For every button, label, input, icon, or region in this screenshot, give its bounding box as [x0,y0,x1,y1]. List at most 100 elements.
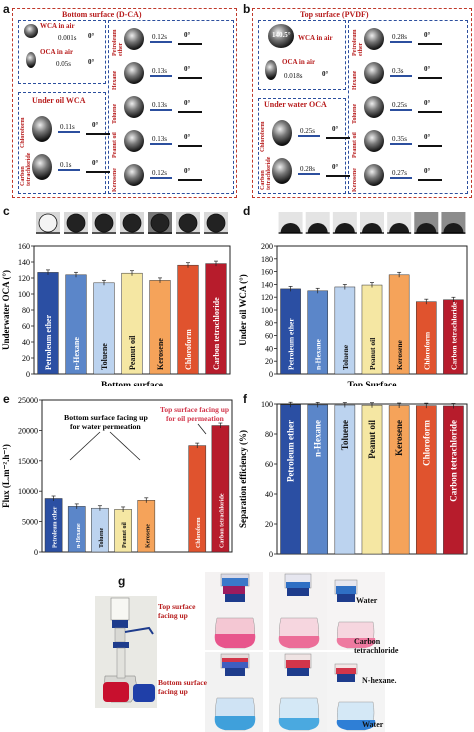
y-tick-label: 140 [18,258,30,267]
row-solvent-name: Petroleum ether [112,29,122,56]
panel-b-rows-box [348,20,468,194]
row-time: 0.25s [392,101,407,109]
y-axis-label: Flux (L.m⁻².h⁻¹) [1,444,11,508]
y-tick-label: 20 [265,520,273,529]
x-axis-label: Top Surface [347,381,396,386]
category-label: Kerosene [395,339,404,370]
row-zero-angle: 0° [184,133,191,141]
category-label: Carbon tetrachloride [212,297,221,370]
droplet-thumbnail-shape [66,213,86,233]
droplet-image [272,120,292,146]
category-label: Carbon tetrachloride [449,301,458,370]
panel-a-wca-zero: 0° [88,32,95,40]
arrow-icon [390,177,412,179]
substrate-line [178,179,202,181]
arrow-icon [390,75,412,77]
row-time: 0.25s [300,127,315,135]
arrow-icon [150,143,172,145]
category-label: Toluene [100,343,109,370]
row-solvent-name: Kerosene [112,168,118,192]
droplet-thumbnail-shape [280,223,301,233]
y-tick-label: 60 [22,322,30,331]
row-solvent-name: Carbon tetrachloride [260,156,270,190]
category-label: n-Hexane [76,523,82,548]
droplet-thumbnail-shape [307,223,328,233]
row-time: 0.1s [60,161,72,169]
category-label: Petroleum ether [286,420,296,482]
category-label: Peanut oil [368,338,377,370]
y-tick-label: 140 [261,280,273,289]
y-tick-label: 80 [265,319,273,328]
panel-c-letter: c [3,204,10,218]
category-label: Chloroform [196,517,202,548]
category-label: Chloroform [422,331,431,370]
droplet-image [124,130,144,152]
panel-a-frame [12,8,237,198]
y-tick-label: 0 [269,370,273,379]
droplet-thumbnail-shape [38,213,58,233]
arrow-icon [58,131,80,133]
y-tick-label: 100 [261,400,273,409]
row-zero-angle: 0° [424,99,431,107]
droplet-thumbnail-shape [389,223,410,233]
arrow-icon [298,135,320,137]
panel-b-oca-zero: 0° [322,70,329,78]
panel-b-wca-label: WCA in air [298,34,333,42]
panel-g-n-hexane-label: N-hexane. [362,676,397,685]
chart-e: 0 5000 10000 15000 20000 25000 Flux (L.m⁻².h⁻¹… [1,396,233,557]
category-label: Peanut oil [128,335,137,370]
panel-a-air-box [18,20,106,84]
annotation-bottom-surface-line2: for water permeation [70,422,141,431]
substrate-line [178,145,202,147]
panel-b-title: Top surface (PVDF) [300,10,369,19]
substrate-line [178,77,202,79]
y-tick-label: 0 [34,548,38,557]
row-time: 0.28s [300,165,315,173]
panel-e-letter: e [3,392,10,406]
droplet-image [272,158,292,184]
category-label: Petroleum ether [287,318,296,370]
row-zero-angle: 0° [184,99,191,107]
droplet-thumbnail-shape [362,223,382,233]
panel-a-underoil-label: Under oil WCA [32,96,86,105]
category-label: n-Hexane [72,337,81,370]
category-label: Toluene [341,344,350,370]
panel-a-wca-time: 0.001s [58,34,77,42]
y-tick-label: 80 [22,306,30,315]
row-time: 0.35s [392,135,407,143]
row-zero-angle: 0° [332,125,339,133]
row-zero-angle: 0° [92,159,99,167]
droplet-thumbnail-shape [122,213,142,233]
droplet-thumbnail-shape [416,223,437,233]
substrate-line [178,43,202,45]
droplet-thumbnail-shape [443,223,464,233]
row-zero-angle: 0° [184,31,191,39]
y-tick-label: 25000 [18,396,38,405]
arrow-icon [390,109,412,111]
chart-c: 0 20 40 60 80 100 120 140 160 Underwater OCA (°) B… [1,212,231,386]
category-label: Kerosene [394,420,404,456]
panel-b-underwater-label: Under water OCA [264,100,327,109]
y-tick-label: 120 [18,274,30,283]
arrow-icon [390,143,412,145]
chart-f: 0 20 40 60 80 100 Separation efficiency (%) Pet… [238,400,468,559]
row-time: 0.13s [152,101,167,109]
y-tick-label: 120 [261,293,273,302]
row-solvent-name: Petroleum ether [352,29,362,56]
panel-a-oca-label: OCA in air [40,48,74,56]
row-time: 0.12s [152,169,167,177]
droplet-image [26,52,36,68]
y-tick-label: 40 [265,490,273,499]
row-zero-angle: 0° [92,121,99,129]
arrow-icon [298,173,320,175]
droplet-image [124,96,144,118]
category-label: Kerosene [156,338,165,370]
arrow-icon [390,41,412,43]
row-time: 0.28s [392,33,407,41]
panel-a-oca-zero: 0° [88,58,95,66]
droplet-image [124,164,144,186]
substrate-line [326,175,350,177]
panel-b-letter: b [243,2,251,16]
category-label: Carbon tetrachloride [448,420,458,502]
droplet-thumbnail-shape [206,213,226,233]
